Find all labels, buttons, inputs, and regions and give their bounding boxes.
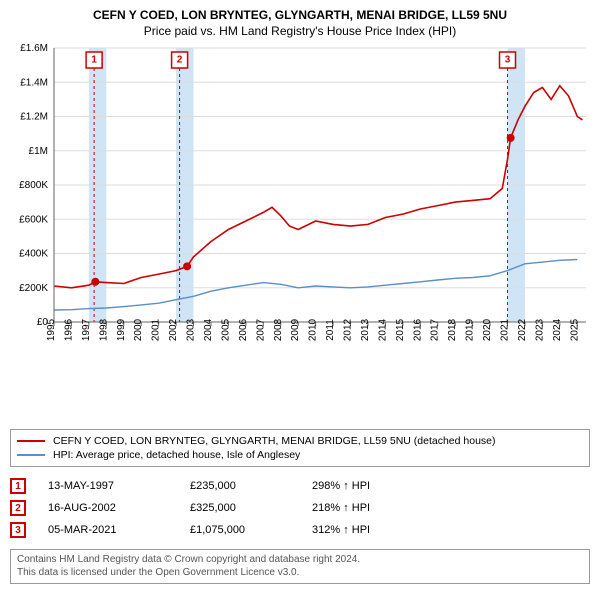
x-tick-label: 2011 <box>325 319 336 341</box>
x-tick-label: 2025 <box>569 318 580 341</box>
sale-price: £325,000 <box>190 502 290 514</box>
x-tick-label: 1998 <box>98 318 109 341</box>
x-tick-label: 2020 <box>482 318 493 341</box>
legend-label: CEFN Y COED, LON BRYNTEG, GLYNGARTH, MEN… <box>53 435 496 447</box>
page-title: CEFN Y COED, LON BRYNTEG, GLYNGARTH, MEN… <box>10 8 590 22</box>
x-tick-label: 2010 <box>308 318 319 341</box>
y-tick-label: £1M <box>29 146 48 157</box>
x-tick-label: 2006 <box>238 318 249 341</box>
y-tick-label: £400K <box>19 249 48 260</box>
line-chart: £0£200K£400K£600K£800K£1M£1.2M£1.4M£1.6M… <box>10 42 590 372</box>
attribution: Contains HM Land Registry data © Crown c… <box>10 549 590 584</box>
attribution-line-1: Contains HM Land Registry data © Crown c… <box>17 554 583 567</box>
chart-area: £0£200K£400K£600K£800K£1M£1.2M£1.4M£1.6M… <box>10 42 590 423</box>
legend-item: CEFN Y COED, LON BRYNTEG, GLYNGARTH, MEN… <box>17 434 583 448</box>
y-tick-label: £1.2M <box>20 112 48 123</box>
x-tick-label: 2015 <box>395 318 406 341</box>
sale-marker: 2 <box>10 500 26 516</box>
sale-hpi: 312% ↑ HPI <box>312 524 590 536</box>
x-tick-label: 2002 <box>168 318 179 341</box>
sale-hpi: 298% ↑ HPI <box>312 480 590 492</box>
x-tick-label: 2004 <box>203 318 214 341</box>
sale-price: £1,075,000 <box>190 524 290 536</box>
callout-number: 3 <box>505 55 511 66</box>
sale-row: 1 13-MAY-1997 £235,000 298% ↑ HPI <box>10 475 590 497</box>
x-tick-label: 2016 <box>412 318 423 341</box>
page-subtitle: Price paid vs. HM Land Registry's House … <box>10 24 590 38</box>
sale-price: £235,000 <box>190 480 290 492</box>
x-tick-label: 2012 <box>343 318 354 341</box>
sale-date: 16-AUG-2002 <box>48 502 168 514</box>
sale-row: 3 05-MAR-2021 £1,075,000 312% ↑ HPI <box>10 519 590 541</box>
x-tick-label: 2021 <box>500 318 511 341</box>
legend-swatch <box>17 440 45 442</box>
x-tick-label: 2003 <box>186 318 197 341</box>
x-tick-label: 2017 <box>430 318 441 341</box>
x-tick-label: 2024 <box>552 318 563 341</box>
chart-card: CEFN Y COED, LON BRYNTEG, GLYNGARTH, MEN… <box>0 0 600 590</box>
sale-date: 13-MAY-1997 <box>48 480 168 492</box>
x-tick-label: 1997 <box>81 318 92 341</box>
x-tick-label: 2019 <box>465 318 476 341</box>
x-tick-label: 2009 <box>290 318 301 341</box>
y-tick-label: £600K <box>19 214 48 225</box>
sale-dot <box>183 262 191 270</box>
y-tick-label: £1.4M <box>20 77 48 88</box>
x-tick-label: 2005 <box>220 318 231 341</box>
x-tick-label: 2007 <box>255 318 266 341</box>
attribution-line-2: This data is licensed under the Open Gov… <box>17 567 583 580</box>
y-tick-label: £1.6M <box>20 43 48 54</box>
x-tick-label: 2000 <box>133 318 144 341</box>
callout-number: 1 <box>91 55 97 66</box>
x-tick-label: 1996 <box>63 318 74 341</box>
y-tick-label: £800K <box>19 180 48 191</box>
x-tick-label: 1995 <box>46 318 57 341</box>
sale-hpi: 218% ↑ HPI <box>312 502 590 514</box>
sale-marker: 1 <box>10 478 26 494</box>
legend-label: HPI: Average price, detached house, Isle… <box>53 449 300 461</box>
x-tick-label: 2013 <box>360 318 371 341</box>
sale-row: 2 16-AUG-2002 £325,000 218% ↑ HPI <box>10 497 590 519</box>
x-tick-label: 1999 <box>116 318 127 341</box>
sale-marker: 3 <box>10 522 26 538</box>
sale-dot <box>91 278 99 286</box>
legend-swatch <box>17 454 45 456</box>
x-tick-label: 2023 <box>534 318 545 341</box>
x-tick-label: 2014 <box>377 318 388 341</box>
sales-table: 1 13-MAY-1997 £235,000 298% ↑ HPI 2 16-AUG-20… <box>10 475 590 541</box>
x-tick-label: 2018 <box>447 318 458 341</box>
title-block: CEFN Y COED, LON BRYNTEG, GLYNGARTH, MEN… <box>10 8 590 38</box>
sale-date: 05-MAR-2021 <box>48 524 168 536</box>
legend: CEFN Y COED, LON BRYNTEG, GLYNGARTH, MEN… <box>10 429 590 467</box>
sale-dot <box>507 134 515 142</box>
x-tick-label: 2022 <box>517 318 528 341</box>
x-tick-label: 2008 <box>273 318 284 341</box>
y-tick-label: £200K <box>19 283 48 294</box>
legend-item: HPI: Average price, detached house, Isle… <box>17 448 583 462</box>
callout-number: 2 <box>177 55 183 66</box>
x-tick-label: 2001 <box>151 318 162 341</box>
